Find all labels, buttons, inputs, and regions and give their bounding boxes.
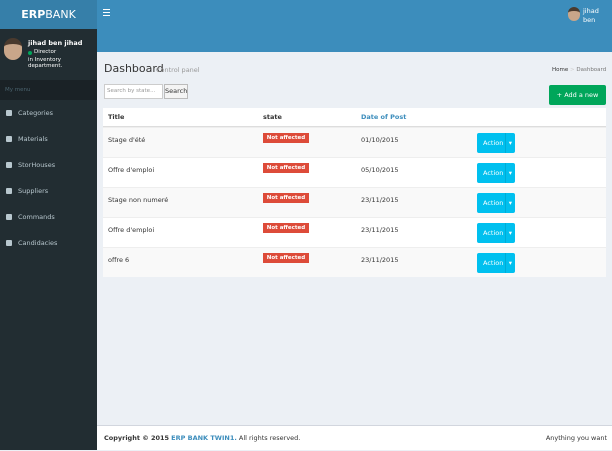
company-link[interactable]: ERP BANK TWIN1. <box>171 434 237 442</box>
breadcrumb-current: Dashboard <box>576 67 607 73</box>
logo[interactable]: ERPBANK <box>0 0 97 29</box>
top-user-line: jihad <box>583 7 599 15</box>
user-department: in Inventory department. <box>28 57 63 69</box>
action-caret: ▾ <box>504 193 512 213</box>
state-label: Not affected <box>263 133 309 143</box>
status-dot <box>28 51 32 55</box>
action-caret: ▾ <box>504 253 512 273</box>
menu-label: Categories <box>18 109 54 117</box>
row-date: 05/10/2015 <box>361 166 399 174</box>
menu-icon <box>6 240 12 246</box>
menu-icon <box>6 162 12 168</box>
menu-item[interactable]: Suppliers <box>0 178 97 204</box>
action-text: Action <box>483 139 504 147</box>
breadcrumb-home[interactable]: Home <box>552 67 569 73</box>
menu-icon <box>6 110 12 116</box>
user-name: jihad ben jihad <box>28 39 83 47</box>
menu-item[interactable]: StorHouses <box>0 152 97 178</box>
menu-icon <box>6 214 12 220</box>
logo-bold: ERP <box>21 8 46 21</box>
user-role: Director <box>34 49 57 55</box>
action-button[interactable]: Action ▾ <box>477 133 515 153</box>
menu-label: Materials <box>18 135 48 143</box>
row-date: 23/11/2015 <box>361 226 399 234</box>
table-row <box>103 217 606 247</box>
sidebar: jihad ben jihad Director in Inventory de… <box>0 29 97 450</box>
action-caret: ▾ <box>504 163 512 183</box>
menu-item[interactable]: Candidacies <box>0 230 97 256</box>
action-text: Action <box>483 229 504 237</box>
top-bar: jihad ben <box>97 0 612 52</box>
search-input[interactable]: Search by state... <box>104 84 163 99</box>
menu-icon <box>6 188 12 194</box>
action-text: Action <box>483 169 504 177</box>
row-title: Stage d'été <box>108 136 146 144</box>
action-button[interactable]: Action ▾ <box>477 223 515 243</box>
add-button[interactable]: + Add a new Offre <box>549 85 606 119</box>
menu-toggle[interactable] <box>103 9 110 16</box>
state-label: Not affected <box>263 163 309 173</box>
menu-icon <box>6 136 12 142</box>
action-caret: ▾ <box>504 133 512 153</box>
column-header: Title <box>108 113 125 121</box>
footer: Copyright © 2015 ERP BANK TWIN1. All rig… <box>97 425 612 450</box>
state-label: Not affected <box>263 253 309 263</box>
column-header[interactable]: Date of Post <box>361 113 407 121</box>
state-label: Not affected <box>263 223 309 233</box>
action-button[interactable]: Action ▾ <box>477 163 515 183</box>
header-rule <box>103 126 606 127</box>
logo-light: BANK <box>45 8 76 21</box>
user-avatar <box>4 38 22 60</box>
table-row <box>103 127 606 157</box>
row-title: offre 6 <box>108 256 130 264</box>
table-row <box>103 247 606 277</box>
state-label: Not affected <box>263 193 309 203</box>
action-text: Action <box>483 199 504 207</box>
row-title: Offre d'emploi <box>108 226 155 234</box>
row-title: Stage non numeré <box>108 196 169 204</box>
top-user-name[interactable]: jihad ben <box>583 7 599 25</box>
page-title: Dashboard <box>104 62 164 75</box>
action-caret: ▾ <box>504 223 512 243</box>
menu-item[interactable]: Commands <box>0 204 97 230</box>
action-text: Action <box>483 259 504 267</box>
table-row <box>103 157 606 187</box>
top-avatar[interactable] <box>568 7 580 21</box>
table-row <box>103 187 606 217</box>
row-date: 01/10/2015 <box>361 136 399 144</box>
action-button[interactable]: Action ▾ <box>477 253 515 273</box>
footer-left: Copyright © 2015 ERP BANK TWIN1. All rig… <box>104 426 300 451</box>
search-button[interactable]: Search <box>164 84 188 99</box>
table: Title state Date of Post Stage d'été Not aff… <box>103 108 606 277</box>
menu-item[interactable]: Materials <box>0 126 97 152</box>
rights: All rights reserved. <box>238 434 301 442</box>
row-title: Offre d'emploi <box>108 166 155 174</box>
menu-item[interactable]: Categories <box>0 100 97 126</box>
top-user-line: ben <box>583 16 596 24</box>
page-subtitle: Control panel <box>156 66 200 74</box>
row-date: 23/11/2015 <box>361 256 399 264</box>
menu-label: StorHouses <box>18 161 56 169</box>
row-date: 23/11/2015 <box>361 196 399 204</box>
menu-label: Candidacies <box>18 239 58 247</box>
menu-label: Suppliers <box>18 187 49 195</box>
menu-label: Commands <box>18 213 55 221</box>
column-header: state <box>263 113 282 121</box>
footer-right: Anything you want <box>545 434 607 442</box>
menu-header: My menu <box>0 80 97 100</box>
action-button[interactable]: Action ▾ <box>477 193 515 213</box>
breadcrumb: Home > Dashboard <box>552 67 607 73</box>
copyright: Copyright © 2015 <box>104 434 170 442</box>
